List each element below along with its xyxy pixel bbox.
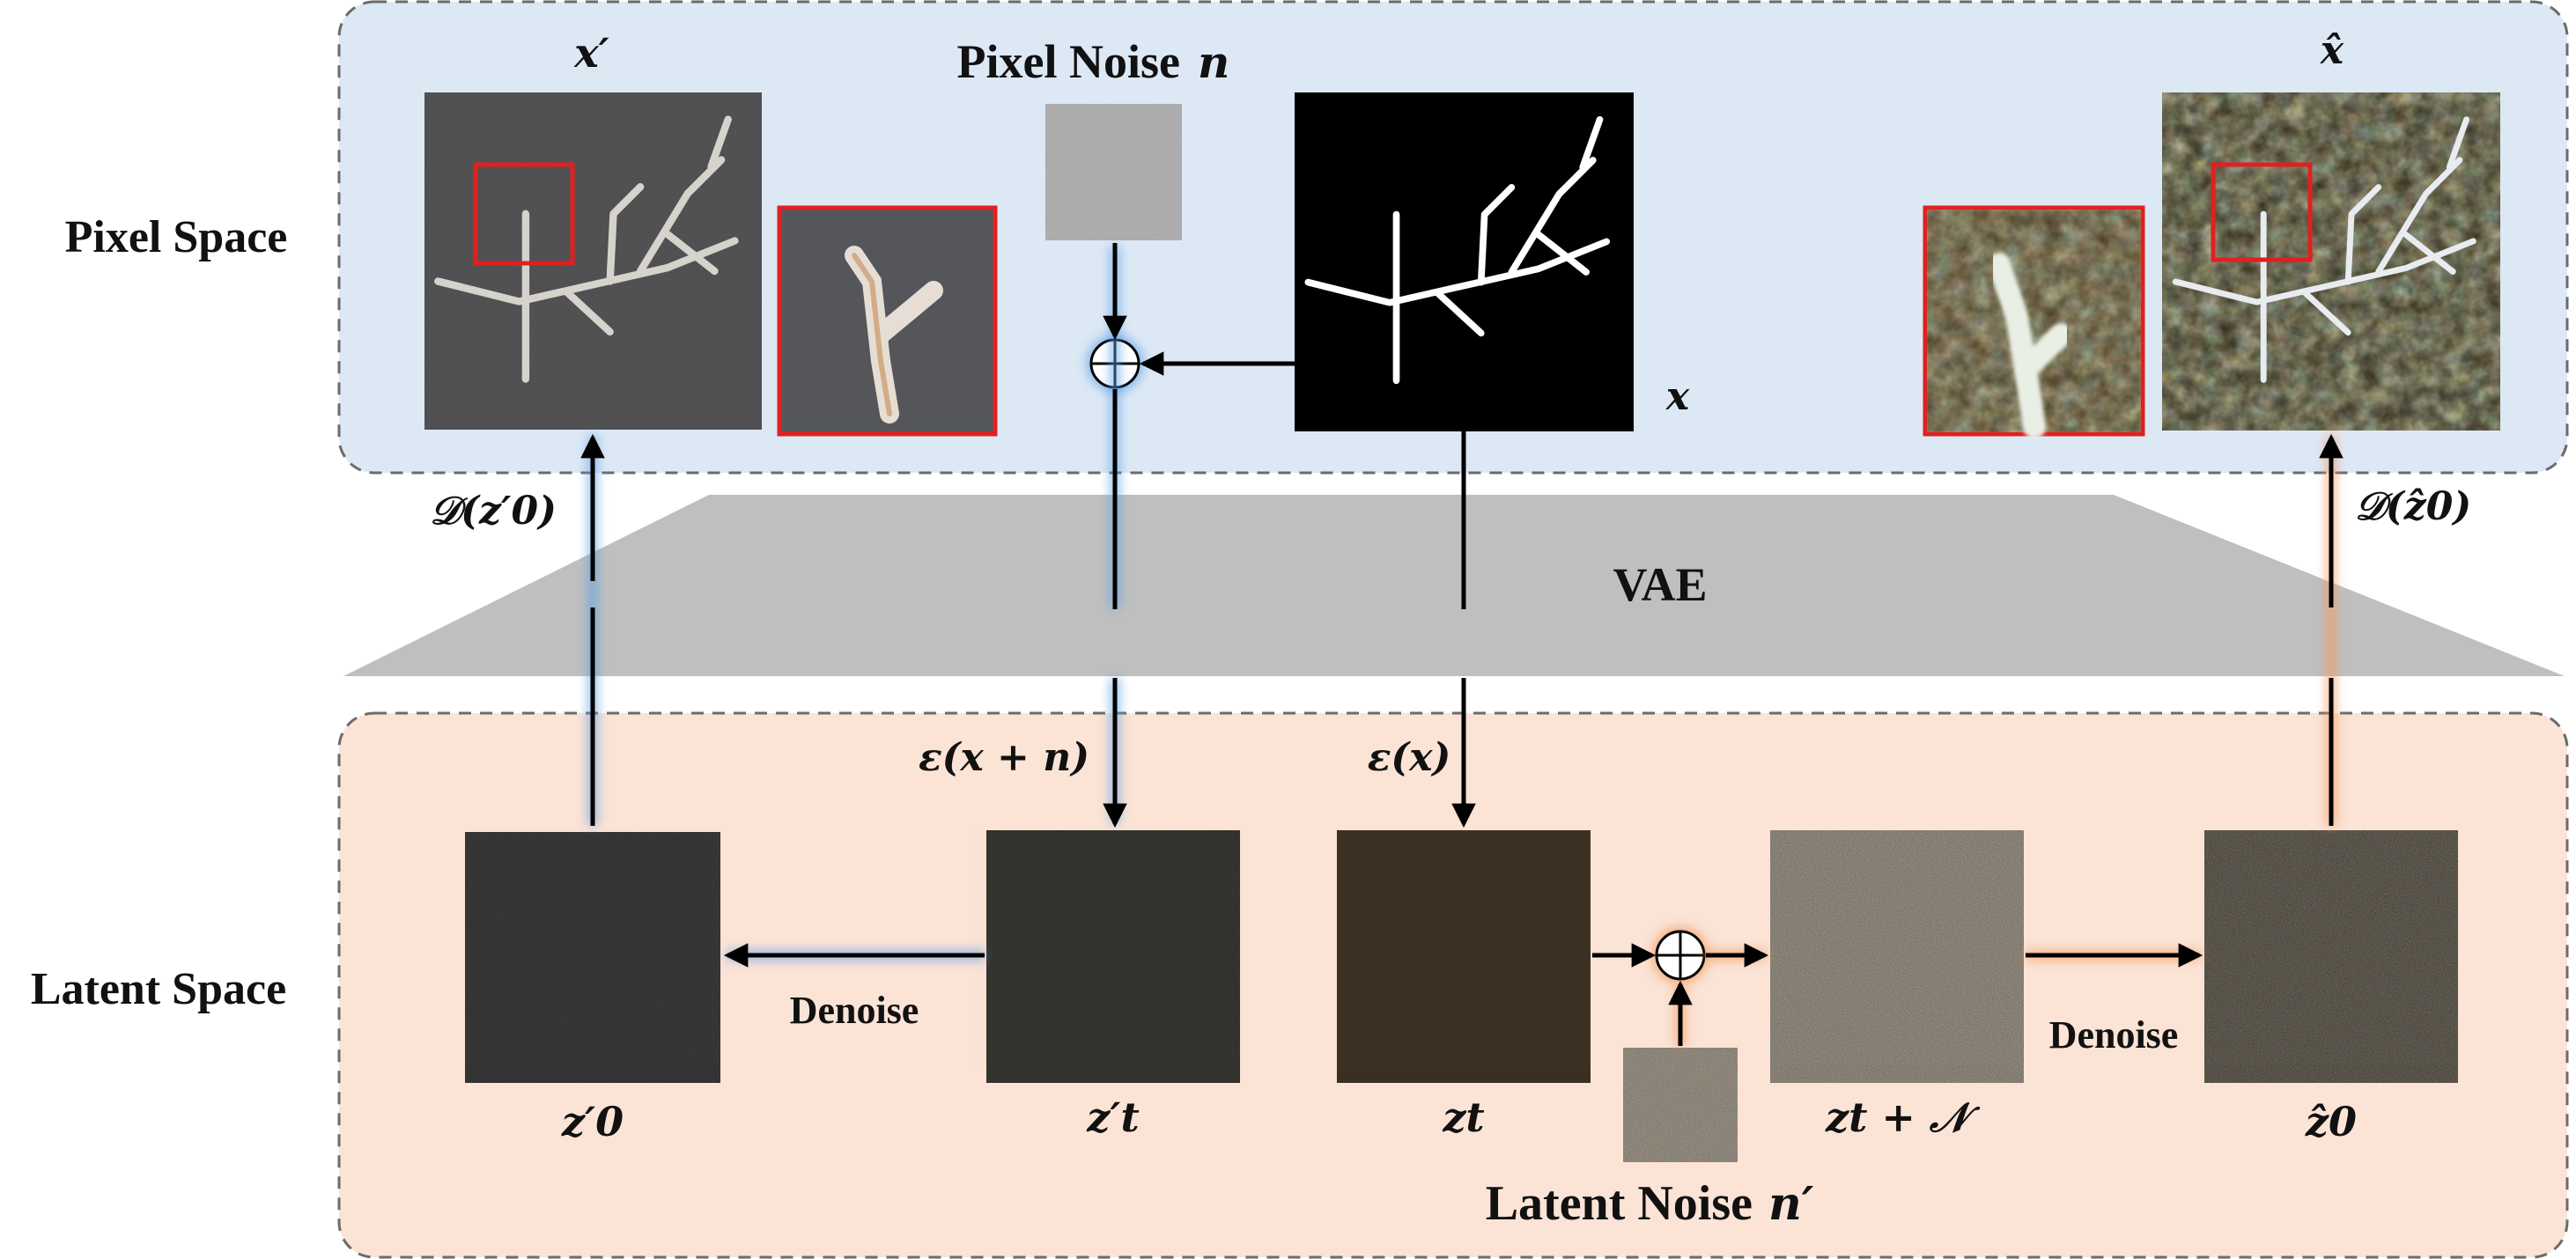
x-prime-zoom-crop: [777, 205, 998, 437]
x-hat-label: x̂: [2320, 28, 2344, 73]
zt-image: [1337, 830, 1591, 1083]
latent-noise-image: [1623, 1048, 1738, 1162]
zt-label: zt: [1442, 1093, 1484, 1141]
decode-right-label: 𝒟(ẑ0): [2355, 484, 2471, 529]
pixel-space-label: Pixel Space: [65, 212, 288, 262]
z0-hat-label: ẑ0: [2305, 1098, 2357, 1145]
pixel-noise-symbol: n: [1198, 36, 1229, 88]
x-hat-zoom-crop: [1923, 205, 2145, 438]
denoise-left-label: Denoise: [790, 989, 919, 1032]
arrows: [580, 243, 2343, 1046]
z0-prime-image: [465, 832, 720, 1083]
z0-hat-image: [2204, 830, 2458, 1083]
x-prime-image: [424, 92, 762, 430]
denoise-right-label: Denoise: [2049, 1013, 2179, 1057]
x-label: x: [1665, 374, 1690, 419]
decode-left-label: 𝒟(z′0): [430, 489, 557, 534]
latent-space-label: Latent Space: [31, 964, 286, 1014]
vae-band: [343, 495, 2565, 676]
zt-prime-image: [986, 830, 1240, 1083]
latent-noise-label: Latent Noise: [1486, 1176, 1753, 1231]
x-mask-image: [1295, 92, 1634, 431]
vae-label: VAE: [1613, 558, 1707, 611]
encode-noisy-label: ε(x + n): [919, 735, 1089, 780]
latent-add-operator: [1652, 927, 1709, 983]
zt-prime-label: z′t: [1086, 1093, 1140, 1141]
pixel-noise-image: [1045, 104, 1182, 240]
zt-plus-noise-image: [1770, 830, 2024, 1083]
zt-plus-noise-label: zt + 𝒩: [1825, 1093, 1981, 1141]
x-prime-label: x′: [573, 29, 609, 77]
z0-prime-label: z′0: [561, 1098, 624, 1145]
latent-noise-symbol: n′: [1768, 1177, 1814, 1231]
highlight-box: [473, 162, 575, 266]
highlight-box: [2211, 162, 2313, 262]
pixel-noise-label: Pixel Noise: [957, 35, 1180, 88]
encode-clean-label: ε(x): [1368, 735, 1451, 780]
x-hat-image: [2162, 92, 2500, 431]
